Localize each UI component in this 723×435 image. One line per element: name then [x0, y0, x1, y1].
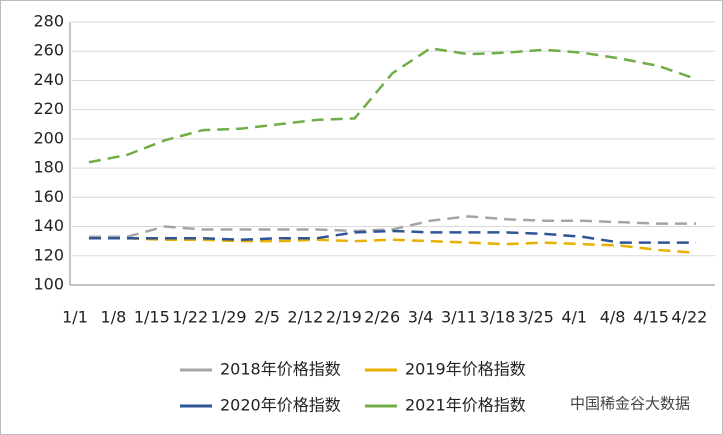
- x-tick-label: 4/15: [633, 308, 669, 327]
- y-tick-label: 200: [33, 128, 64, 147]
- y-tick-label: 100: [33, 275, 64, 294]
- legend-label: 2021年价格指数: [405, 396, 526, 415]
- y-tick-label: 260: [33, 41, 64, 60]
- x-tick-label: 2/19: [326, 308, 362, 327]
- x-tick-label: 1/1: [62, 308, 88, 327]
- x-tick-label: 2/5: [254, 308, 280, 327]
- y-tick-label: 240: [33, 70, 64, 89]
- series-line: [88, 229, 697, 244]
- x-tick-label: 1/8: [101, 308, 127, 327]
- watermark: 中国稀金谷大数据: [570, 395, 690, 413]
- y-tick-label: 220: [33, 99, 64, 118]
- x-tick-label: 3/4: [408, 308, 434, 327]
- x-tick-label: 3/18: [479, 308, 515, 327]
- series-line: [88, 215, 697, 239]
- legend-label: 2020年价格指数: [220, 396, 341, 415]
- x-tick-label: 2/26: [364, 308, 400, 327]
- y-tick-label: 180: [33, 158, 64, 177]
- y-tick-label: 140: [33, 216, 64, 235]
- x-tick-label: 4/22: [671, 308, 707, 327]
- x-tick-label: 1/15: [134, 308, 170, 327]
- x-tick-label: 3/11: [441, 308, 477, 327]
- y-tick-label: 280: [33, 12, 64, 31]
- y-tick-label: 120: [33, 245, 64, 264]
- legend-label: 2019年价格指数: [405, 360, 526, 379]
- x-tick-label: 2/12: [287, 308, 323, 327]
- series-line: [88, 46, 697, 164]
- x-tick-label: 3/25: [518, 308, 554, 327]
- x-tick-label: 4/8: [600, 308, 626, 327]
- x-tick-label: 1/29: [211, 308, 247, 327]
- series-line: [88, 236, 697, 255]
- x-tick-label: 1/22: [172, 308, 208, 327]
- x-tick-label: 4/1: [561, 308, 587, 327]
- y-tick-label: 160: [33, 187, 64, 206]
- legend-label: 2018年价格指数: [220, 360, 341, 379]
